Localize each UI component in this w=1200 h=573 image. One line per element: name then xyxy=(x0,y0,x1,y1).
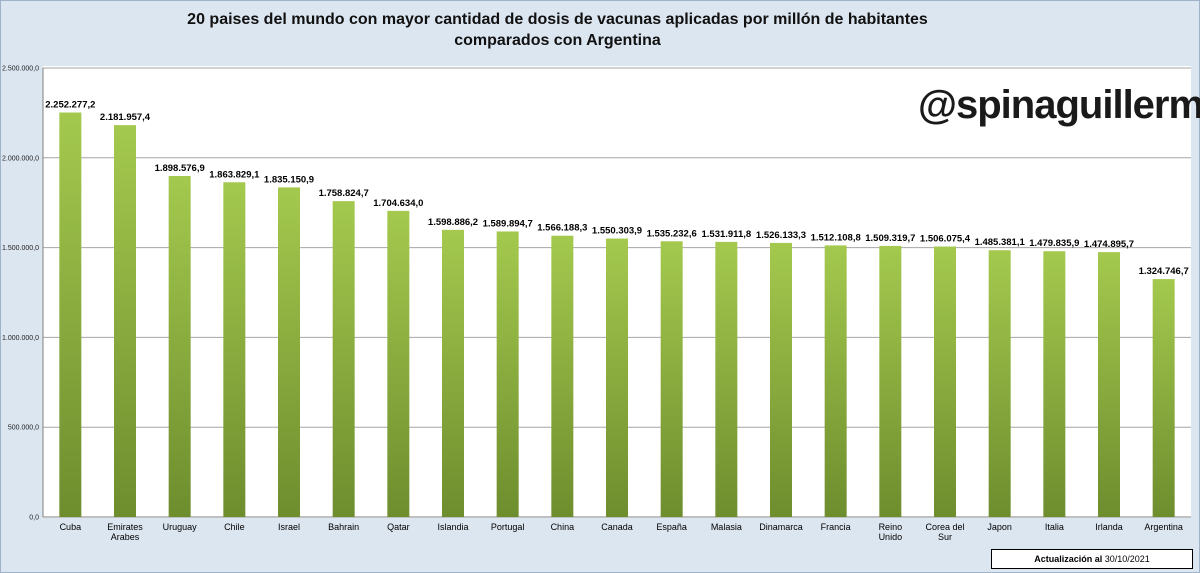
bar xyxy=(1152,279,1175,517)
author-watermark: @spinaguillermo xyxy=(918,83,1200,127)
bar xyxy=(879,245,902,517)
data-label: 1.485.381,1 xyxy=(975,237,1026,248)
x-tick-label: Portugal xyxy=(491,522,525,532)
bar xyxy=(1043,251,1066,517)
chart-title-line-2: comparados con Argentina xyxy=(454,32,661,49)
y-tick-label: 2.000.000,0 xyxy=(2,155,39,162)
data-label: 1.526.133,3 xyxy=(756,230,806,241)
x-tick-label: Unido xyxy=(879,532,903,542)
x-tick-label: Reino xyxy=(879,522,903,532)
data-label: 1.598.886,2 xyxy=(428,217,478,228)
data-label: 1.324.746,7 xyxy=(1139,266,1189,277)
x-tick-label: Sur xyxy=(938,532,952,542)
x-tick-label: Bahrain xyxy=(328,522,359,532)
data-label: 1.898.576,9 xyxy=(155,163,205,174)
x-tick-label: China xyxy=(551,522,575,532)
update-note: Actualización al 30/10/2021 xyxy=(991,549,1193,569)
x-tick-label: Emirates xyxy=(107,522,143,532)
x-tick-label: Uruguay xyxy=(163,522,198,532)
x-tick-label: Francia xyxy=(821,522,851,532)
y-tick-label: 500.000,0 xyxy=(8,425,39,432)
x-tick-label: Cuba xyxy=(60,522,82,532)
bar xyxy=(551,235,574,517)
chart-title-line-1: 20 paises del mundo con mayor cantidad d… xyxy=(187,11,928,28)
data-label: 1.589.894,7 xyxy=(483,218,533,229)
bar xyxy=(496,231,519,518)
bar xyxy=(278,187,300,517)
bar xyxy=(442,229,464,518)
bar xyxy=(168,176,191,517)
bar xyxy=(715,241,738,517)
y-tick-label: 1.500.000,0 xyxy=(2,245,39,252)
data-label: 1.835.150,9 xyxy=(264,174,314,185)
data-label: 1.566.188,3 xyxy=(537,223,587,234)
update-date: 30/10/2021 xyxy=(1104,554,1150,564)
x-tick-label: Malasia xyxy=(711,522,742,532)
bar xyxy=(332,201,355,517)
x-tick-label: Dinamarca xyxy=(759,522,803,532)
x-tick-label: Canada xyxy=(601,522,633,532)
x-tick-label: Irlanda xyxy=(1095,522,1123,532)
bar xyxy=(1098,252,1120,517)
y-tick-label: 0,0 xyxy=(29,515,39,522)
update-label: Actualización al xyxy=(1034,554,1103,564)
x-tick-label: Corea del xyxy=(925,522,964,532)
bar xyxy=(934,246,956,518)
data-label: 1.550.303,9 xyxy=(592,226,642,237)
data-label: 1.479.835,9 xyxy=(1029,238,1079,249)
bar xyxy=(824,245,847,517)
chart-title: 20 paises del mundo con mayor cantidad d… xyxy=(0,9,1115,51)
x-tick-label: Italia xyxy=(1045,522,1064,532)
y-tick-label: 1.000.000,0 xyxy=(2,335,39,342)
data-label: 1.531.911,8 xyxy=(701,229,751,240)
bar xyxy=(988,250,1011,517)
x-tick-label: Qatar xyxy=(387,522,410,532)
data-label: 2.252.277,2 xyxy=(45,99,95,110)
bar xyxy=(606,238,628,517)
x-tick-label: Islandia xyxy=(437,522,468,532)
bar xyxy=(387,210,410,518)
bar xyxy=(59,112,82,517)
x-tick-label: Japon xyxy=(987,522,1012,532)
x-tick-label: España xyxy=(656,522,687,532)
data-label: 1.512.108,8 xyxy=(811,232,861,243)
data-label: 2.181.957,4 xyxy=(100,112,151,123)
bar xyxy=(660,241,683,518)
x-tick-label: Israel xyxy=(278,522,300,532)
bar xyxy=(223,182,246,517)
data-label: 1.474.895,7 xyxy=(1084,239,1134,250)
bar xyxy=(770,242,792,517)
bar xyxy=(114,125,136,517)
x-tick-label: Chile xyxy=(224,522,245,532)
data-label: 1.535.232,6 xyxy=(647,228,697,239)
x-tick-label: Argentina xyxy=(1144,522,1183,532)
y-tick-label: 2.500.000,0 xyxy=(2,66,39,73)
data-label: 1.863.829,1 xyxy=(209,169,260,180)
x-tick-label: Arabes xyxy=(111,532,140,542)
data-label: 1.506.075,4 xyxy=(920,234,971,245)
data-label: 1.509.319,7 xyxy=(865,233,915,244)
data-label: 1.704.634,0 xyxy=(373,198,423,209)
data-label: 1.758.824,7 xyxy=(319,188,369,199)
